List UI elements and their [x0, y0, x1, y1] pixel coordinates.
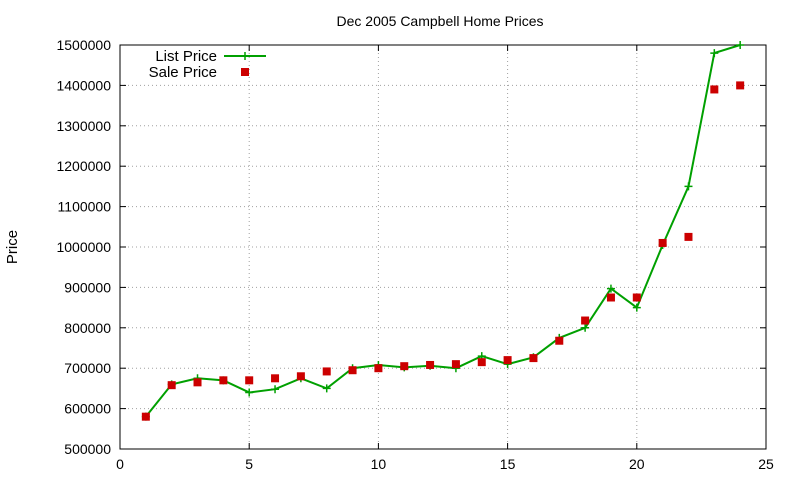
list-price-point — [710, 49, 719, 58]
legend-label-sale-price: Sale Price — [149, 64, 217, 81]
y-tick-label: 1400000 — [56, 77, 111, 93]
sale-price-point — [296, 372, 305, 381]
sale-price-point — [193, 378, 202, 387]
y-tick-label: 1300000 — [56, 118, 111, 134]
x-tick-label: 25 — [758, 456, 774, 472]
sale-price-point — [632, 293, 641, 302]
list-price-line — [145, 44, 741, 418]
legend: List Price Sale Price — [149, 48, 266, 81]
y-tick-label: 700000 — [64, 360, 111, 376]
sale-price-point — [736, 81, 745, 90]
x-tick-label: 0 — [116, 456, 124, 472]
y-axis-label: Price — [4, 230, 21, 264]
x-tick-label: 20 — [629, 456, 645, 472]
sale-price-point — [426, 360, 435, 369]
grid — [120, 45, 766, 449]
legend-marker-list-price — [241, 52, 249, 60]
y-tick-label: 1500000 — [56, 37, 111, 53]
y-tick-label: 500000 — [64, 441, 111, 457]
sale-price-point — [245, 376, 254, 385]
y-tick-label: 800000 — [64, 320, 111, 336]
list-price-point — [684, 182, 693, 191]
sale-price-point — [374, 364, 383, 373]
y-tick-label: 600000 — [64, 401, 111, 417]
sale-price-point — [322, 367, 331, 376]
y-tick-label: 1100000 — [58, 199, 112, 215]
plot-frame — [119, 44, 767, 450]
list-price-point — [632, 303, 641, 312]
legend-label-list-price: List Price — [155, 48, 217, 65]
chart-title: Dec 2005 Campbell Home Prices — [337, 13, 544, 29]
x-tick-label: 5 — [245, 456, 253, 472]
sale-price-point — [581, 316, 590, 325]
sale-price-point — [606, 293, 615, 302]
sale-price-point — [503, 356, 512, 365]
x-tick-label: 10 — [371, 456, 387, 472]
sale-price-point — [710, 85, 719, 94]
list-price-point — [322, 384, 331, 393]
sale-price-point — [477, 358, 486, 367]
y-tick-label: 1000000 — [56, 239, 111, 255]
legend-marker-sale-price — [241, 68, 249, 76]
sale-price-point — [271, 374, 280, 383]
list-price-point — [736, 41, 745, 49]
axis-ticks: 0 5 10 15 20 25 500000 600000 700000 800000 900000… — [56, 37, 774, 472]
list-price-point — [245, 388, 254, 397]
list-price-point — [581, 323, 590, 332]
sale-price-point — [348, 366, 357, 375]
series-list-price — [141, 41, 745, 421]
sale-price-point — [219, 376, 228, 385]
y-tick-label: 900000 — [64, 279, 111, 295]
sale-price-point — [684, 232, 693, 241]
x-tick-label: 15 — [500, 456, 516, 472]
sale-price-point — [141, 412, 150, 421]
sale-price-point — [658, 238, 667, 247]
sale-price-point — [400, 362, 409, 371]
y-tick-label: 1200000 — [56, 158, 111, 174]
series-layer — [141, 41, 745, 421]
sale-price-point — [529, 354, 538, 363]
list-price-point — [606, 284, 615, 293]
sale-price-point — [555, 336, 564, 345]
sale-price-point — [451, 360, 460, 369]
list-price-point — [271, 385, 280, 394]
sale-price-point — [167, 381, 176, 390]
series-sale-price — [141, 81, 745, 421]
